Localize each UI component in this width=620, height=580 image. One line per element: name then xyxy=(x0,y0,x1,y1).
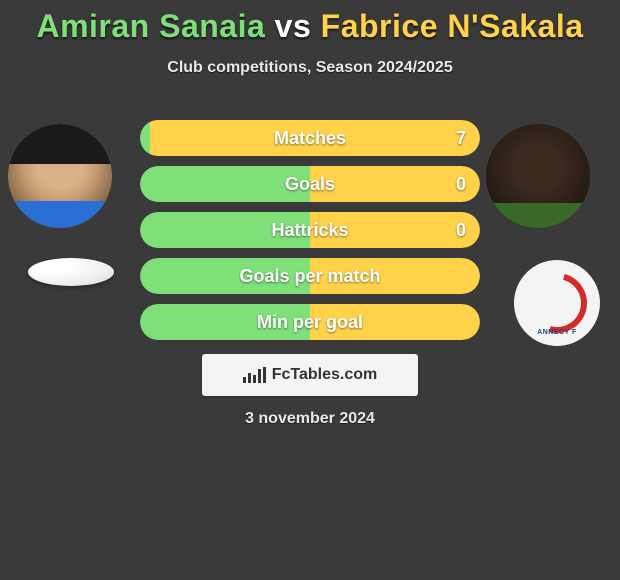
stat-bar-value: 0 xyxy=(456,166,466,202)
stat-bar-label: Matches xyxy=(140,120,480,156)
player2-name: Fabrice N'Sakala xyxy=(321,8,584,44)
stat-bar-label: Goals per match xyxy=(140,258,480,294)
stat-bar-label: Min per goal xyxy=(140,304,480,340)
stat-bar-row: Goals0 xyxy=(140,166,480,202)
stat-bar-value: 0 xyxy=(456,212,466,248)
stat-bar-value: 7 xyxy=(456,120,466,156)
player1-avatar xyxy=(8,124,112,228)
page-title: Amiran Sanaia vs Fabrice N'Sakala xyxy=(0,0,620,45)
player1-club-logo xyxy=(28,258,114,286)
stat-bar-label: Goals xyxy=(140,166,480,202)
stat-bar-row: Min per goal xyxy=(140,304,480,340)
player2-avatar xyxy=(486,124,590,228)
stat-bar-row: Matches7 xyxy=(140,120,480,156)
stat-bar-row: Goals per match xyxy=(140,258,480,294)
player1-name: Amiran Sanaia xyxy=(36,8,265,44)
vs-text: vs xyxy=(275,8,312,44)
brand-badge: FcTables.com xyxy=(202,354,418,396)
player2-club-logo: ANNECY F xyxy=(514,260,600,346)
brand-text: FcTables.com xyxy=(272,366,378,384)
date-text: 3 november 2024 xyxy=(0,410,620,428)
stat-bar-row: Hattricks0 xyxy=(140,212,480,248)
club-logo-text: ANNECY F xyxy=(537,329,577,336)
subtitle: Club competitions, Season 2024/2025 xyxy=(0,59,620,77)
stat-bars: Matches7Goals0Hattricks0Goals per matchM… xyxy=(140,120,480,350)
bar-chart-icon xyxy=(243,367,266,383)
stat-bar-label: Hattricks xyxy=(140,212,480,248)
